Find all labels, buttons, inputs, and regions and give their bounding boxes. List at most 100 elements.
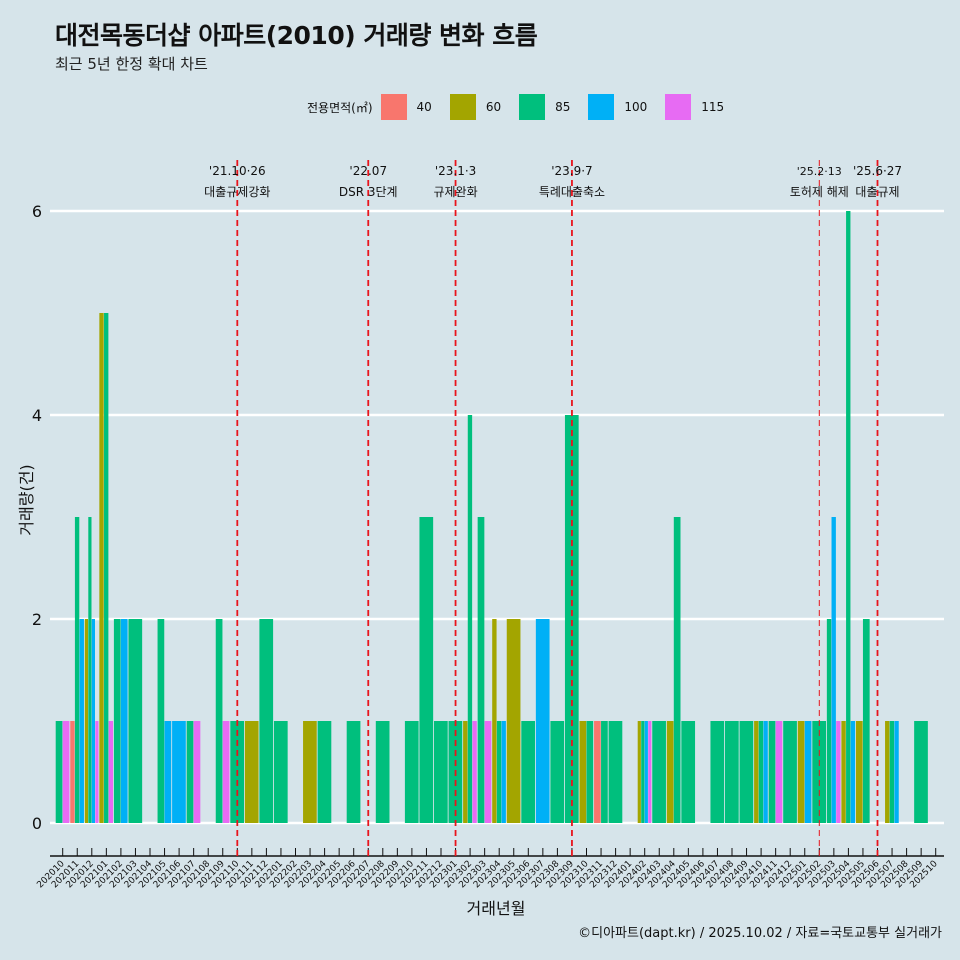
bar-202403-85 [652, 721, 666, 823]
legend-swatch-40 [380, 94, 407, 120]
bar-202101-85 [104, 313, 109, 823]
legend-label-100: 100 [624, 100, 648, 114]
y-tick-label: 6 [32, 202, 42, 221]
bar-202011-100 [79, 619, 84, 823]
legend-swatch-115 [665, 94, 692, 120]
bar-202404-85 [673, 517, 681, 823]
legend-label-60: 60 [485, 100, 502, 114]
event-label: DSR 3단계 [339, 185, 398, 199]
bar-202405-85 [681, 721, 696, 823]
event-label: 토허제 해제 [790, 185, 849, 199]
bar-202203-60 [303, 721, 317, 823]
y-axis-title: 거래량(건) [17, 464, 36, 535]
bar-202509-85 [914, 721, 928, 823]
bar-202112-85 [259, 619, 274, 823]
bar-202311-40 [594, 721, 601, 823]
bar-202402-115 [648, 721, 652, 823]
bar-202411-115 [775, 721, 783, 823]
bar-202012-115 [95, 721, 99, 823]
bar-202204-85 [317, 721, 332, 823]
bar-202011-85 [74, 517, 80, 823]
bar-202303-85 [477, 517, 485, 823]
bar-202106-100 [172, 721, 186, 823]
chart-title: 대전목동더샵 아파트(2010) 거래량 변화 흐름 [55, 21, 538, 50]
bar-202107-85 [186, 721, 194, 823]
legend-swatch-100 [588, 94, 615, 120]
event-date: '25.6·27 [853, 164, 902, 178]
bar-202303-115 [484, 721, 492, 823]
bar-202102-100 [120, 619, 128, 823]
bar-202411-85 [768, 721, 776, 823]
y-tick-label: 4 [32, 406, 42, 425]
bar-202402-100 [644, 721, 648, 823]
bar-202101-60 [99, 313, 104, 823]
bar-202102-85 [113, 619, 121, 823]
bar-202305-60 [506, 619, 521, 823]
bar-202507-85 [889, 721, 895, 823]
bar-202504-60 [841, 721, 846, 823]
event-label: 대출규제 [855, 185, 899, 199]
bar-202011-40 [70, 721, 75, 823]
bar-202201-85 [273, 721, 288, 823]
bar-202105-100 [164, 721, 172, 823]
bar-202503-85 [826, 619, 832, 823]
bar-202109-85 [215, 619, 223, 823]
bar-202503-100 [831, 517, 836, 823]
bar-202307-100 [535, 619, 550, 823]
bar-202310-60 [579, 721, 587, 823]
legend-label-40: 40 [416, 100, 432, 114]
bar-202111-60 [244, 721, 259, 823]
y-tick-label: 2 [32, 610, 42, 629]
legend-swatch-60 [449, 94, 476, 120]
bar-202206-85 [346, 721, 361, 823]
legend-label-115: 115 [701, 100, 725, 114]
bar-202208-85 [375, 721, 390, 823]
bar-202503-115 [836, 721, 841, 823]
bar-202501-60 [797, 721, 805, 823]
bar-202302-115 [472, 721, 477, 823]
bar-202404-60 [666, 721, 674, 823]
bar-202501-100 [804, 721, 812, 823]
bar-202210-85 [404, 721, 419, 823]
bar-202507-100 [894, 721, 899, 823]
bar-202409-85 [739, 721, 754, 823]
bar-202304-100 [501, 721, 506, 823]
bar-202410-60 [754, 721, 759, 823]
event-date: '25.2·13 [797, 165, 842, 178]
bar-202407-85 [710, 721, 725, 823]
event-label: 특례대출축소 [539, 185, 605, 199]
bar-202312-85 [608, 721, 623, 823]
event-date: '23.1·3 [435, 164, 476, 178]
bar-202212-85 [434, 721, 448, 823]
bar-202311-85 [601, 721, 608, 823]
event-date: '21.10·26 [209, 164, 266, 178]
bar-202308-85 [550, 721, 565, 823]
bar-202107-115 [193, 721, 201, 823]
x-axis-title: 거래년월 [467, 899, 526, 918]
event-label: 대출규제강화 [204, 185, 270, 199]
bar-202402-85 [641, 721, 645, 823]
bar-202402-60 [637, 721, 641, 823]
y-tick-label: 0 [32, 814, 42, 833]
bar-202505-60 [855, 721, 863, 823]
legend-swatch-85 [519, 94, 546, 120]
bar-202309-85 [564, 415, 579, 823]
legend-label-85: 85 [555, 100, 571, 114]
bar-202504-85 [846, 211, 851, 823]
legend-title: 전용면적(㎡) [307, 100, 373, 115]
bar-202109-115 [222, 721, 230, 823]
event-date: '22.07 [349, 164, 387, 178]
bar-202507-60 [885, 721, 890, 823]
bar-202410-85 [758, 721, 764, 823]
legend: 전용면적(㎡) 40 60 85 100 115 [307, 93, 742, 121]
bar-202012-100 [91, 619, 95, 823]
bar-202412-85 [783, 721, 797, 823]
bar-202310-85 [586, 721, 594, 823]
bar-202304-60 [492, 619, 497, 823]
chart-subtitle: 최근 5년 한정 확대 차트 [55, 55, 208, 73]
event-date: '23.9·7 [551, 164, 592, 178]
bar-202010-115 [62, 721, 70, 823]
bar-202410-100 [763, 721, 768, 823]
bar-202105-85 [157, 619, 165, 823]
bar-202408-85 [725, 721, 739, 823]
